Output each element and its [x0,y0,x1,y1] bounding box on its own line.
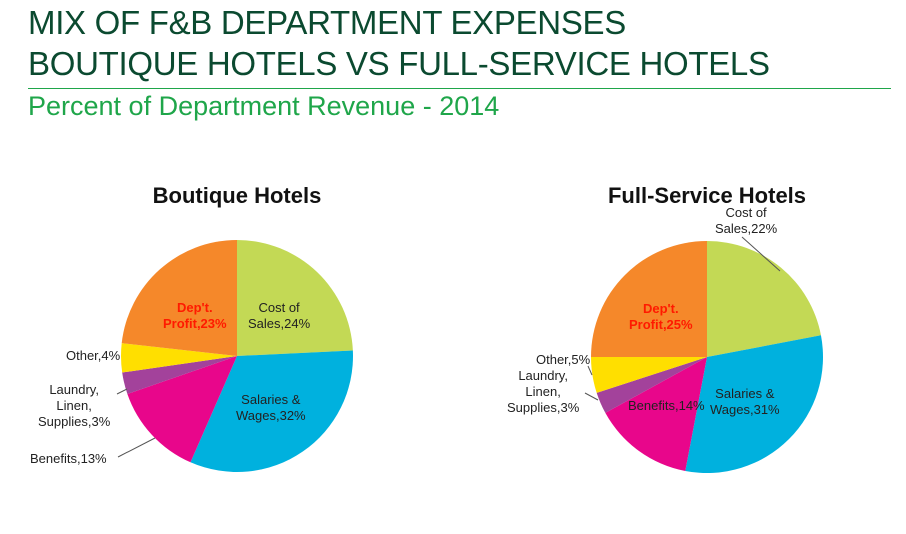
pie-slice-dep-t-profit [121,240,237,356]
title-line-2: BOUTIQUE HOTELS VS FULL-SERVICE HOTELS [28,45,770,82]
label-boutique-other: Other,4% [66,348,121,363]
label-boutique-laundry: Laundry, Linen, Supplies,3% [38,382,111,429]
pie-slice-cost-of-sales [707,241,821,357]
label-full-laundry: Laundry, Linen, Supplies,3% [507,368,580,415]
label-full-profit: Dep't. Profit,25% [629,301,693,332]
label-boutique-benefits: Benefits,13% [30,451,107,466]
pie-slice-other [121,343,237,373]
chart-title-boutique: Boutique Hotels [152,183,322,208]
label-full-cost-of-sales: Cost of Sales,22% [715,205,778,236]
label-boutique-cost-of-sales: Cost of Sales,24% [248,300,311,331]
pie-full-service [591,241,823,473]
label-full-salaries: Salaries & Wages,31% [710,386,780,417]
pie-slice-dep-t-profit [591,241,707,357]
pie-slice-laundry-linen-supplies [122,356,237,394]
chart-title-full-service: Full-Service Hotels [607,183,807,208]
pie-slice-benefits [605,357,707,471]
label-boutique-salaries: Salaries & Wages,32% [236,392,306,423]
leader-line-full-other [587,365,593,376]
title-line-1: MIX OF F&B DEPARTMENT EXPENSES [28,4,626,41]
pie-slice-cost-of-sales [237,240,353,356]
leader-line-boutique-laundry [116,388,128,395]
pie-slice-laundry-linen-supplies [596,357,707,413]
label-full-other: Other,5% [536,352,591,367]
leader-line-full-laundry [584,392,599,401]
pie-slice-salaries-wages [685,335,823,473]
divider [28,88,891,89]
label-boutique-profit: Dep't. Profit,23% [163,300,227,331]
leader-line-full-cost [741,236,781,272]
leader-line-boutique-benefits [117,437,156,458]
label-full-benefits: Benefits,14% [628,398,705,413]
subtitle: Percent of Department Revenue - 2014 [28,91,500,121]
pie-slice-other [591,357,707,393]
pie-boutique [121,240,353,473]
pie-slice-salaries-wages [190,350,353,473]
pie-slice-benefits [127,356,237,463]
